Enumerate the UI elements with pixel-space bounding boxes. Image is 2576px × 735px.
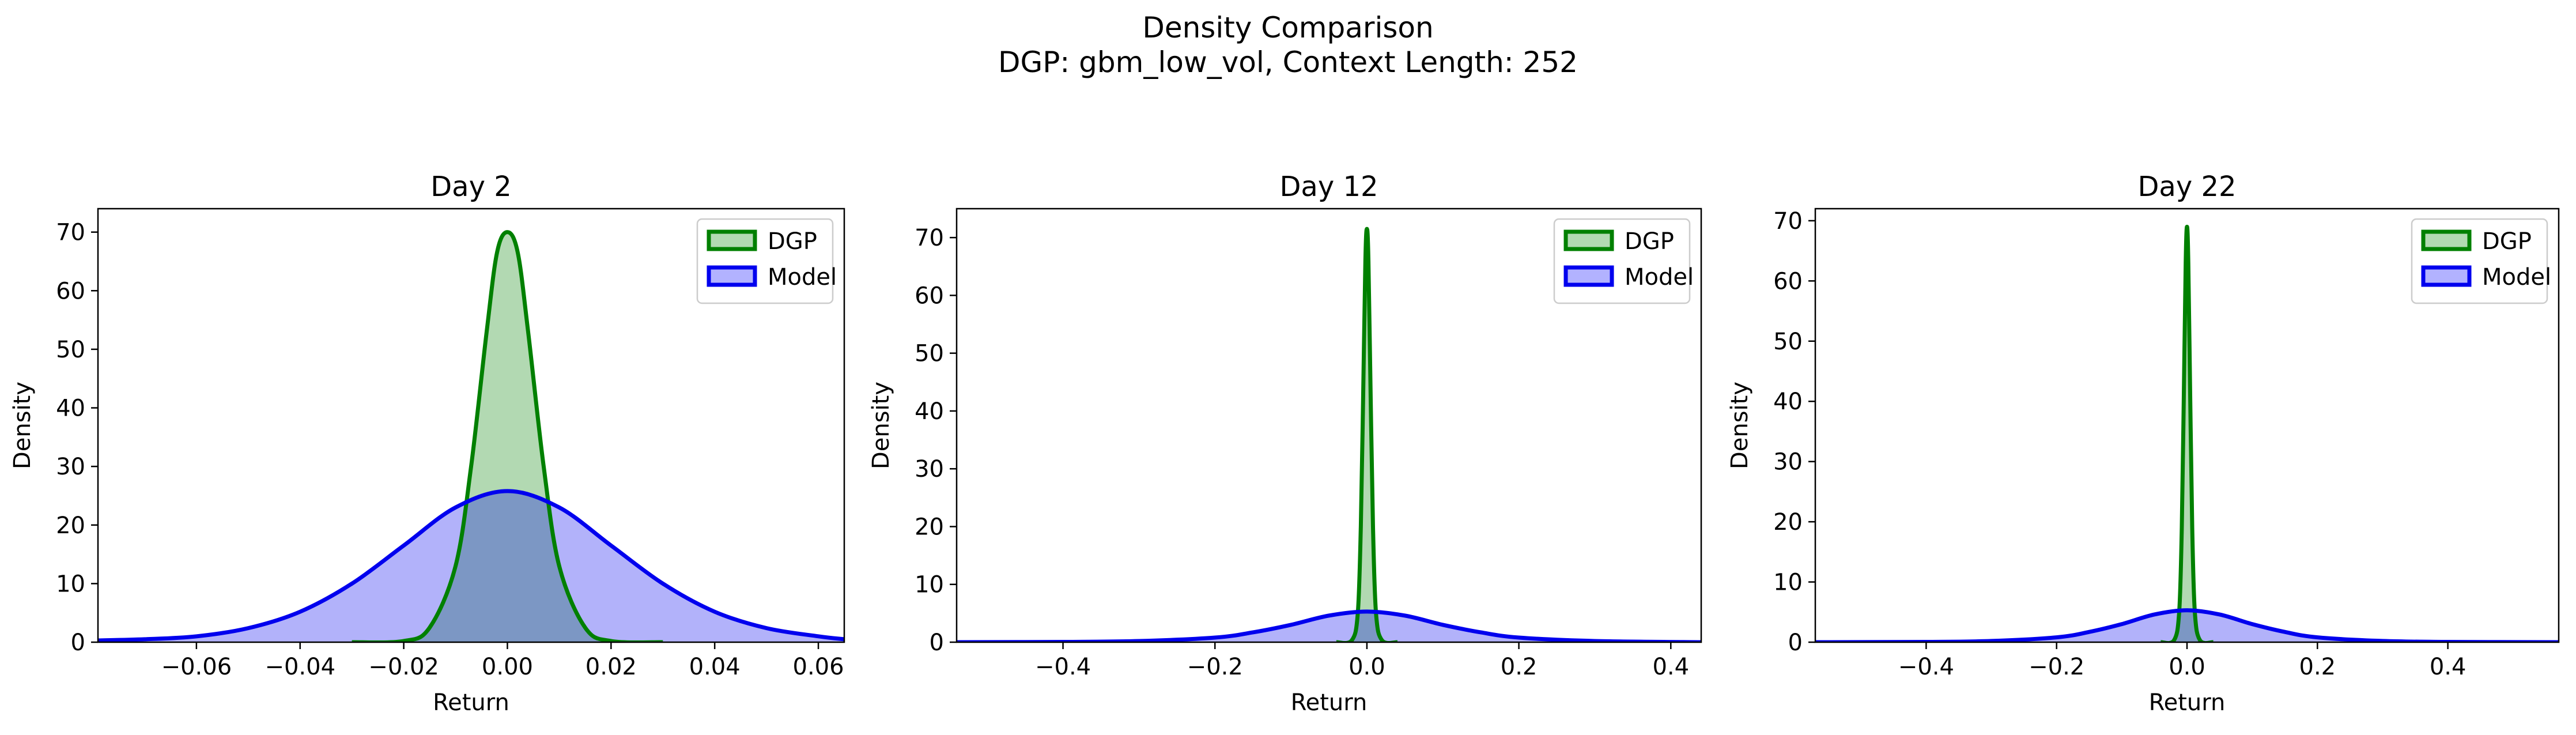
y-tick-label: 20 [1773, 509, 1803, 536]
x-tick-label: 0.02 [586, 654, 637, 680]
panel-title: Day 22 [2137, 171, 2236, 203]
plot-area [98, 230, 844, 642]
series-fill-dgp [1336, 229, 1397, 642]
x-axis-label: Return [2149, 689, 2226, 716]
y-tick-label: 20 [915, 514, 944, 540]
x-tick-label: −0.2 [1187, 654, 1243, 680]
y-tick-label: 30 [56, 454, 85, 480]
series-line-model [1815, 608, 2559, 642]
x-tick-label: −0.4 [1898, 654, 1954, 680]
x-tick-label: 0.0 [2169, 654, 2205, 680]
series-line-model [98, 489, 844, 642]
chart-panel-2: −0.4 −0.2 0.0 0.2 0.4 0 10 20 30 40 50 60 70 Day 12 Re… [868, 171, 1702, 716]
legend-label-model: Model [1625, 264, 1694, 291]
x-axis-label: Return [433, 689, 509, 716]
x-tick-label: −0.4 [1035, 654, 1091, 680]
plot-area [957, 227, 1701, 642]
legend-swatch-model [2421, 265, 2472, 287]
figure-title-line-1: Density Comparison [1142, 11, 1434, 44]
series-fill-model [1815, 610, 2559, 642]
legend-label-model: Model [2482, 264, 2551, 291]
y-tick-label: 0 [930, 630, 944, 656]
x-tick-label: 0.0 [1349, 654, 1385, 680]
y-tick-label: 70 [56, 220, 85, 246]
y-tick-label: 10 [56, 571, 85, 597]
y-tick-label: 30 [915, 456, 944, 483]
legend-swatch-model [1563, 265, 1614, 287]
series-line-dgp [352, 230, 663, 642]
y-axis-label: Density [9, 382, 36, 469]
chart-panel-1: −0.06 −0.04 −0.02 0.00 0.02 0.04 0.06 0 10 20 30 40… [9, 171, 845, 716]
series-fill-model [98, 491, 844, 642]
legend-swatch-dgp [2421, 229, 2472, 251]
y-tick-label: 40 [1773, 389, 1803, 415]
panel-title: Day 2 [430, 171, 512, 203]
y-tick-label: 50 [56, 337, 85, 363]
legend: DGP Model [1553, 218, 1694, 304]
x-tick-label: 0.2 [1501, 654, 1538, 680]
x-tick-label: 0.4 [1652, 654, 1689, 680]
chart-panel-3: −0.4 −0.2 0.0 0.2 0.4 0 10 20 30 40 50 60 70 Day 22 Re… [1727, 171, 2560, 716]
legend-swatch-model [707, 265, 757, 287]
y-tick-label: 70 [1773, 208, 1803, 235]
y-tick-label: 40 [915, 398, 944, 425]
legend-label-dgp: DGP [2482, 228, 2532, 255]
y-tick-label: 10 [915, 572, 944, 598]
y-tick-label: 60 [1773, 268, 1803, 295]
series-line-dgp [1336, 227, 1398, 642]
figure-title: Density Comparison DGP: gbm_low_vol, Con… [0, 10, 2576, 80]
y-tick-label: 10 [1773, 570, 1803, 596]
y-tick-label: 60 [56, 278, 85, 304]
axes-frame [955, 208, 1702, 643]
series-fill-dgp [352, 232, 663, 642]
x-tick-label: 0.06 [793, 654, 844, 680]
series-fill-dgp [2160, 227, 2214, 642]
x-tick-label: −0.2 [2029, 654, 2084, 680]
x-tick-label: 0.4 [2430, 654, 2467, 680]
legend-label-model: Model [768, 264, 837, 291]
x-tick-label: 0.00 [482, 654, 533, 680]
x-tick-label: 0.04 [689, 654, 741, 680]
y-axis-label: Density [1727, 382, 1753, 469]
x-tick-label: 0.2 [2299, 654, 2336, 680]
legend-label-dgp: DGP [768, 228, 817, 255]
legend-label-dgp: DGP [1625, 228, 1674, 255]
y-tick-label: 50 [1773, 329, 1803, 355]
x-axis-label: Return [1291, 689, 1368, 716]
legend: DGP Model [2411, 218, 2551, 304]
legend-swatch-dgp [707, 229, 757, 251]
x-tick-label: −0.06 [161, 654, 232, 680]
x-tick-label: −0.02 [368, 654, 439, 680]
axes-frame [97, 208, 845, 643]
legend-swatch-dgp [1563, 229, 1614, 251]
x-tick-label: −0.04 [265, 654, 335, 680]
series-line-dgp [2160, 224, 2214, 642]
legend: DGP Model [696, 218, 837, 304]
y-axis-label: Density [868, 382, 894, 469]
series-line-model [957, 609, 1701, 642]
y-tick-label: 30 [1773, 449, 1803, 476]
plot-area [1815, 224, 2559, 642]
y-tick-label: 70 [915, 225, 944, 251]
y-tick-label: 60 [915, 282, 944, 309]
y-tick-label: 0 [1788, 630, 1803, 656]
figure-title-line-2: DGP: gbm_low_vol, Context Length: 252 [998, 46, 1578, 79]
panel-title: Day 12 [1279, 171, 1378, 203]
y-tick-label: 0 [71, 630, 85, 656]
y-tick-label: 40 [56, 395, 85, 422]
y-tick-label: 20 [56, 512, 85, 539]
series-fill-model [957, 611, 1701, 642]
y-tick-label: 50 [915, 341, 944, 367]
